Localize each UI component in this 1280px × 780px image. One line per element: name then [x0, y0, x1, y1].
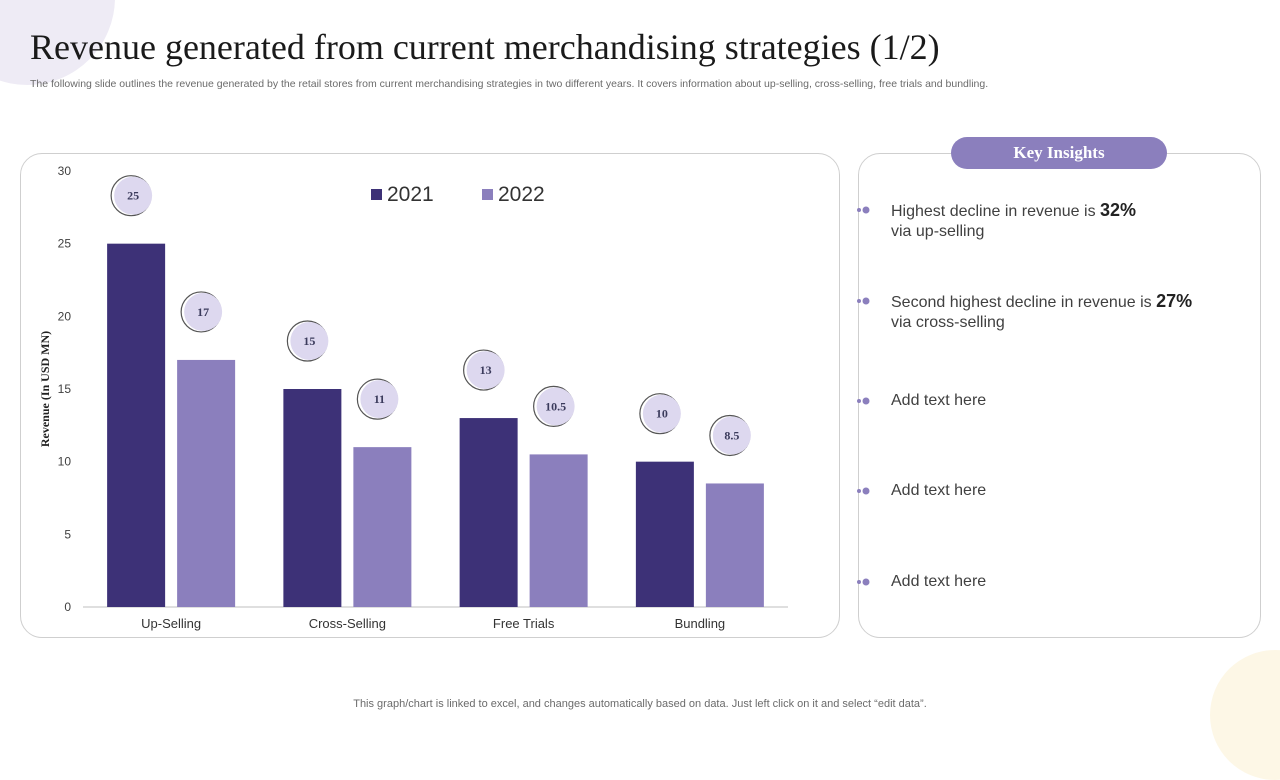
legend-swatch-2022	[482, 189, 493, 200]
bullet-icon	[856, 391, 876, 411]
bar-2021-bundling	[635, 461, 694, 607]
bar-2021-up-selling	[107, 243, 166, 607]
bullet-icon	[856, 572, 876, 592]
data-label: 13	[480, 363, 492, 377]
bar-2022-cross-selling	[353, 447, 412, 607]
bullet-icon	[856, 200, 876, 220]
bar-2021-cross-selling	[283, 389, 342, 607]
data-label-badge	[712, 416, 751, 455]
revenue-bar-chart[interactable]: 0 5 10 15 20 25 30 Revenue (In USD MN) 25 17 Up-Se…	[21, 154, 841, 639]
bullet-icon	[856, 481, 876, 501]
insight-item-2: Second highest decline in revenue is 27%…	[856, 291, 1256, 333]
legend-label-2021: 2021	[387, 183, 434, 206]
insight-item-3: Add text here	[856, 391, 1256, 411]
data-label-badge	[536, 387, 575, 426]
y-tick-label: 25	[58, 237, 72, 251]
insight-highlight-value: 27%	[1156, 291, 1193, 311]
data-label: 25	[127, 189, 139, 203]
data-label: 17	[197, 305, 209, 319]
bar-2022-up-selling	[177, 359, 236, 607]
insight-placeholder[interactable]: Add text here	[891, 392, 987, 409]
data-label-badge	[184, 292, 223, 331]
y-tick-label: 0	[64, 600, 71, 614]
insight-item-4: Add text here	[856, 481, 1256, 501]
insight-text[interactable]: Add text here	[891, 391, 986, 411]
insight-item-5: Add text here	[856, 572, 1256, 592]
insight-text: Highest decline in revenue is 32% via up…	[891, 200, 1136, 242]
data-label-badge	[642, 394, 681, 433]
y-tick-label: 30	[58, 164, 72, 178]
y-tick-label: 10	[58, 455, 72, 469]
page-title: Revenue generated from current merchandi…	[30, 27, 940, 67]
y-axis-title: Revenue (In USD MN)	[38, 331, 52, 447]
legend-swatch-2021	[371, 189, 382, 200]
data-label-badge	[114, 176, 153, 215]
key-insights-header: Key Insights	[951, 137, 1167, 169]
insight-text[interactable]: Add text here	[891, 572, 986, 592]
chart-panel[interactable]: 0 5 10 15 20 25 30 Revenue (In USD MN) 25 17 Up-Se…	[20, 153, 840, 638]
insight-text-tail: via up-selling	[891, 223, 985, 240]
legend-label-2022: 2022	[498, 183, 545, 206]
data-label: 15	[303, 334, 315, 348]
insight-text: Second highest decline in revenue is 27%…	[891, 291, 1192, 333]
bar-2022-free-trials	[529, 454, 588, 607]
y-tick-label: 15	[58, 382, 72, 396]
data-label-badge	[290, 322, 329, 360]
x-tick-label: Cross-Selling	[309, 616, 386, 631]
bar-2021-free-trials	[459, 418, 518, 607]
data-label: 11	[374, 392, 385, 406]
bullet-icon	[856, 291, 876, 311]
page-subtitle: The following slide outlines the revenue…	[30, 78, 989, 90]
key-insights-panel	[858, 153, 1261, 638]
data-label: 10.5	[545, 399, 566, 413]
insight-highlight-value: 32%	[1100, 200, 1137, 220]
insight-placeholder[interactable]: Add text here	[891, 482, 987, 499]
y-tick-label: 20	[58, 309, 72, 323]
insight-text[interactable]: Add text here	[891, 481, 986, 501]
data-label-badge	[466, 351, 505, 390]
x-tick-label: Up-Selling	[141, 616, 201, 631]
insight-text-lead: Highest decline in revenue is	[891, 203, 1101, 220]
footer-note: This graph/chart is linked to excel, and…	[353, 698, 927, 710]
insight-item-1: Highest decline in revenue is 32% via up…	[856, 200, 1256, 242]
decorative-circle-bottom-right	[1210, 650, 1280, 780]
insight-text-lead: Second highest decline in revenue is	[891, 294, 1157, 311]
insight-text-tail: via cross-selling	[891, 314, 1005, 331]
y-tick-label: 5	[64, 527, 71, 541]
data-label-badge	[360, 380, 399, 419]
bar-2022-bundling	[705, 483, 764, 607]
x-tick-label: Bundling	[675, 616, 726, 631]
data-label: 10	[656, 407, 668, 421]
insight-placeholder[interactable]: Add text here	[891, 573, 987, 590]
x-tick-label: Free Trials	[493, 616, 555, 631]
data-label: 8.5	[724, 428, 739, 442]
